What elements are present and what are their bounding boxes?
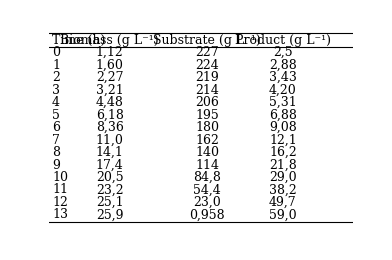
- Text: 16,2: 16,2: [269, 146, 297, 159]
- Text: 59,0: 59,0: [269, 209, 297, 222]
- Text: 2,27: 2,27: [96, 71, 123, 84]
- Text: 162: 162: [195, 134, 219, 147]
- Text: 25,1: 25,1: [96, 196, 123, 209]
- Text: 1,12: 1,12: [96, 46, 123, 59]
- Text: 1,60: 1,60: [96, 59, 124, 72]
- Text: Product (g L⁻¹): Product (g L⁻¹): [235, 34, 331, 47]
- Text: 3,21: 3,21: [96, 84, 123, 97]
- Text: 0: 0: [52, 46, 60, 59]
- Text: 2,5: 2,5: [273, 46, 293, 59]
- Text: 114: 114: [195, 159, 219, 172]
- Text: 9,08: 9,08: [269, 121, 297, 134]
- Text: 11: 11: [52, 184, 68, 197]
- Text: 6: 6: [52, 121, 60, 134]
- Text: 3: 3: [52, 84, 60, 97]
- Text: 224: 224: [195, 59, 219, 72]
- Text: 0,958: 0,958: [189, 209, 225, 222]
- Text: 29,0: 29,0: [269, 171, 297, 184]
- Text: Time (h): Time (h): [52, 34, 105, 47]
- Text: 20,5: 20,5: [96, 171, 123, 184]
- Text: 5,31: 5,31: [269, 96, 297, 109]
- Text: Biomass (g L⁻¹): Biomass (g L⁻¹): [60, 34, 159, 47]
- Text: 195: 195: [195, 109, 219, 122]
- Text: 14,1: 14,1: [96, 146, 124, 159]
- Text: 23,2: 23,2: [96, 184, 123, 197]
- Text: 1: 1: [52, 59, 60, 72]
- Text: 12,1: 12,1: [269, 134, 297, 147]
- Text: 84,8: 84,8: [193, 171, 221, 184]
- Text: 5: 5: [52, 109, 60, 122]
- Text: 23,0: 23,0: [193, 196, 221, 209]
- Text: 4,20: 4,20: [269, 84, 297, 97]
- Text: 206: 206: [195, 96, 219, 109]
- Text: 11,0: 11,0: [96, 134, 124, 147]
- Text: 6,18: 6,18: [96, 109, 124, 122]
- Text: 54,4: 54,4: [193, 184, 221, 197]
- Text: 4,48: 4,48: [96, 96, 124, 109]
- Text: 12: 12: [52, 196, 68, 209]
- Text: 13: 13: [52, 209, 68, 222]
- Text: 7: 7: [52, 134, 60, 147]
- Text: 10: 10: [52, 171, 68, 184]
- Text: 49,7: 49,7: [269, 196, 297, 209]
- Text: 25,9: 25,9: [96, 209, 123, 222]
- Text: 8: 8: [52, 146, 60, 159]
- Text: 38,2: 38,2: [269, 184, 297, 197]
- Text: 8,36: 8,36: [96, 121, 124, 134]
- Text: 9: 9: [52, 159, 60, 172]
- Text: 2,88: 2,88: [269, 59, 297, 72]
- Text: 17,4: 17,4: [96, 159, 123, 172]
- Text: Substrate (g L⁻¹): Substrate (g L⁻¹): [153, 34, 261, 47]
- Text: 6,88: 6,88: [269, 109, 297, 122]
- Text: 219: 219: [195, 71, 219, 84]
- Text: 140: 140: [195, 146, 219, 159]
- Text: 21,8: 21,8: [269, 159, 297, 172]
- Text: 2: 2: [52, 71, 60, 84]
- Text: 3,43: 3,43: [269, 71, 297, 84]
- Text: 214: 214: [195, 84, 219, 97]
- Text: 180: 180: [195, 121, 219, 134]
- Text: 4: 4: [52, 96, 60, 109]
- Text: 227: 227: [195, 46, 219, 59]
